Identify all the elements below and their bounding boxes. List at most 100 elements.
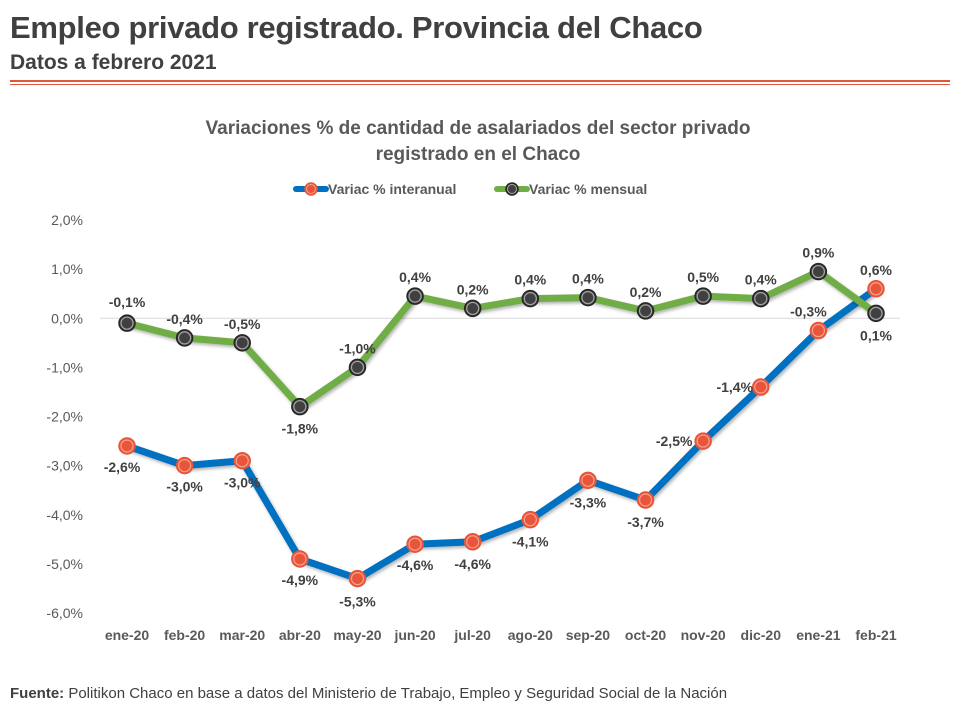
data-point-ring	[293, 400, 307, 414]
data-label: 0,2%	[457, 281, 489, 297]
data-point-ring	[754, 380, 768, 394]
y-tick-label: 1,0%	[51, 261, 83, 277]
data-point-ring	[178, 459, 192, 473]
x-axis: ene-20 feb-20 mar-20 abr-20 may-20 jun-20 jul-…	[105, 627, 897, 643]
legend-label-interanual: Variac % interanual	[328, 181, 456, 197]
data-point-ring	[696, 289, 710, 303]
data-point-ring	[293, 552, 307, 566]
data-point-ring	[350, 360, 365, 374]
source-note: Fuente: Politikon Chaco en base a datos …	[10, 685, 727, 702]
data-point-ring	[869, 282, 883, 296]
data-label: 0,5%	[687, 269, 719, 285]
data-label: -0,1%	[109, 294, 146, 310]
data-point-ring	[350, 572, 365, 586]
data-label: -3,0%	[166, 479, 203, 495]
legend-item-interanual[interactable]: Variac % interanual	[293, 181, 456, 197]
y-tick-label: 0,0%	[51, 310, 83, 326]
y-axis: 2,0% 1,0% 0,0% -1,0% -2,0% -3,0% -4,0% -5,0% -6,…	[46, 212, 83, 621]
x-tick-label: feb-20	[164, 627, 205, 643]
data-label: -0,4%	[166, 311, 203, 327]
header-divider-thin	[10, 84, 950, 85]
chart-title-line-2: registrado en el Chaco	[376, 144, 581, 165]
data-point-ring	[408, 289, 422, 303]
page-title: Empleo privado registrado. Provincia del…	[10, 10, 703, 45]
y-tick-label: -6,0%	[46, 605, 83, 621]
data-point-ring	[466, 535, 480, 549]
data-point-ring	[178, 331, 192, 345]
legend-label-mensual: Variac % mensual	[529, 181, 647, 197]
data-label: -1,8%	[282, 421, 319, 437]
legend-item-mensual[interactable]: Variac % mensual	[494, 181, 647, 197]
data-point-ring	[638, 493, 653, 507]
source-text: Politikon Chaco en base a datos del Mini…	[64, 685, 728, 702]
data-point-ring	[408, 537, 422, 551]
x-tick-label: ene-20	[105, 627, 150, 643]
header-divider	[10, 80, 950, 82]
data-label: 0,4%	[514, 272, 546, 288]
data-label: 0,4%	[399, 269, 431, 285]
data-label: -3,0%	[224, 475, 261, 491]
data-point-ring	[120, 316, 134, 330]
data-label: 0,6%	[860, 262, 892, 278]
y-tick-label: -5,0%	[46, 556, 83, 572]
y-tick-label: -1,0%	[46, 359, 83, 375]
x-tick-label: sep-20	[566, 627, 611, 643]
y-tick-label: 2,0%	[51, 212, 83, 228]
series-group	[118, 262, 885, 588]
x-tick-label: dic-20	[741, 627, 782, 643]
y-tick-label: -2,0%	[46, 409, 83, 425]
data-label: -4,1%	[512, 534, 549, 550]
legend-marker-ring-mensual	[507, 184, 517, 194]
data-label: -2,6%	[104, 459, 141, 475]
data-point-ring	[523, 292, 537, 306]
data-point-ring	[120, 439, 134, 453]
page-subtitle: Datos a febrero 2021	[10, 51, 217, 74]
data-point-ring	[581, 473, 595, 487]
data-label: -5,3%	[339, 594, 376, 610]
x-tick-label: abr-20	[279, 627, 321, 643]
chart-title-line-1: Variaciones % de cantidad de asalariados…	[206, 118, 751, 139]
data-label: 0,2%	[630, 284, 662, 300]
series-line	[123, 268, 880, 411]
legend-marker-ring-interanual	[306, 184, 316, 194]
data-point-ring	[235, 336, 249, 350]
data-point-ring	[811, 323, 825, 338]
data-label: -4,6%	[397, 557, 434, 573]
data-label: -1,0%	[339, 340, 376, 356]
data-label: -3,7%	[627, 514, 664, 530]
series-interanual	[118, 280, 885, 588]
x-tick-label: mar-20	[219, 627, 265, 643]
data-point-ring	[869, 306, 883, 320]
x-tick-label: jun-20	[393, 627, 435, 643]
source-label: Fuente:	[10, 685, 65, 702]
series-line	[123, 285, 880, 583]
data-point-ring	[466, 301, 480, 316]
x-tick-label: may-20	[333, 627, 381, 643]
x-tick-label: ene-21	[796, 627, 841, 643]
data-label: -4,6%	[454, 556, 491, 572]
data-point-ring	[696, 434, 710, 448]
y-tick-label: -3,0%	[46, 458, 83, 474]
data-point-ring	[235, 454, 249, 468]
data-label: -1,4%	[716, 379, 753, 395]
data-label: -2,5%	[656, 433, 693, 449]
legend: Variac % interanual Variac % mensual	[293, 181, 647, 197]
data-label: 0,4%	[572, 271, 604, 287]
data-label: -0,3%	[790, 304, 827, 320]
data-point-ring	[581, 291, 595, 305]
data-label: -4,9%	[282, 572, 319, 588]
x-tick-label: nov-20	[681, 627, 726, 643]
data-labels: -2,6% -3,0% -3,0% -4,9% -5,3% -4,6% -4,6% -4,1%…	[104, 245, 893, 610]
data-point-ring	[754, 292, 768, 306]
data-point-ring	[523, 513, 537, 527]
data-label: -0,5%	[224, 316, 261, 332]
series-mensual	[118, 262, 885, 416]
data-label: 0,1%	[860, 327, 892, 343]
x-tick-label: oct-20	[625, 627, 666, 643]
x-tick-label: jul-20	[453, 627, 491, 643]
data-point-ring	[811, 264, 825, 279]
data-label: 0,4%	[745, 272, 777, 288]
data-label: 0,9%	[802, 245, 834, 261]
data-point-ring	[638, 304, 653, 318]
